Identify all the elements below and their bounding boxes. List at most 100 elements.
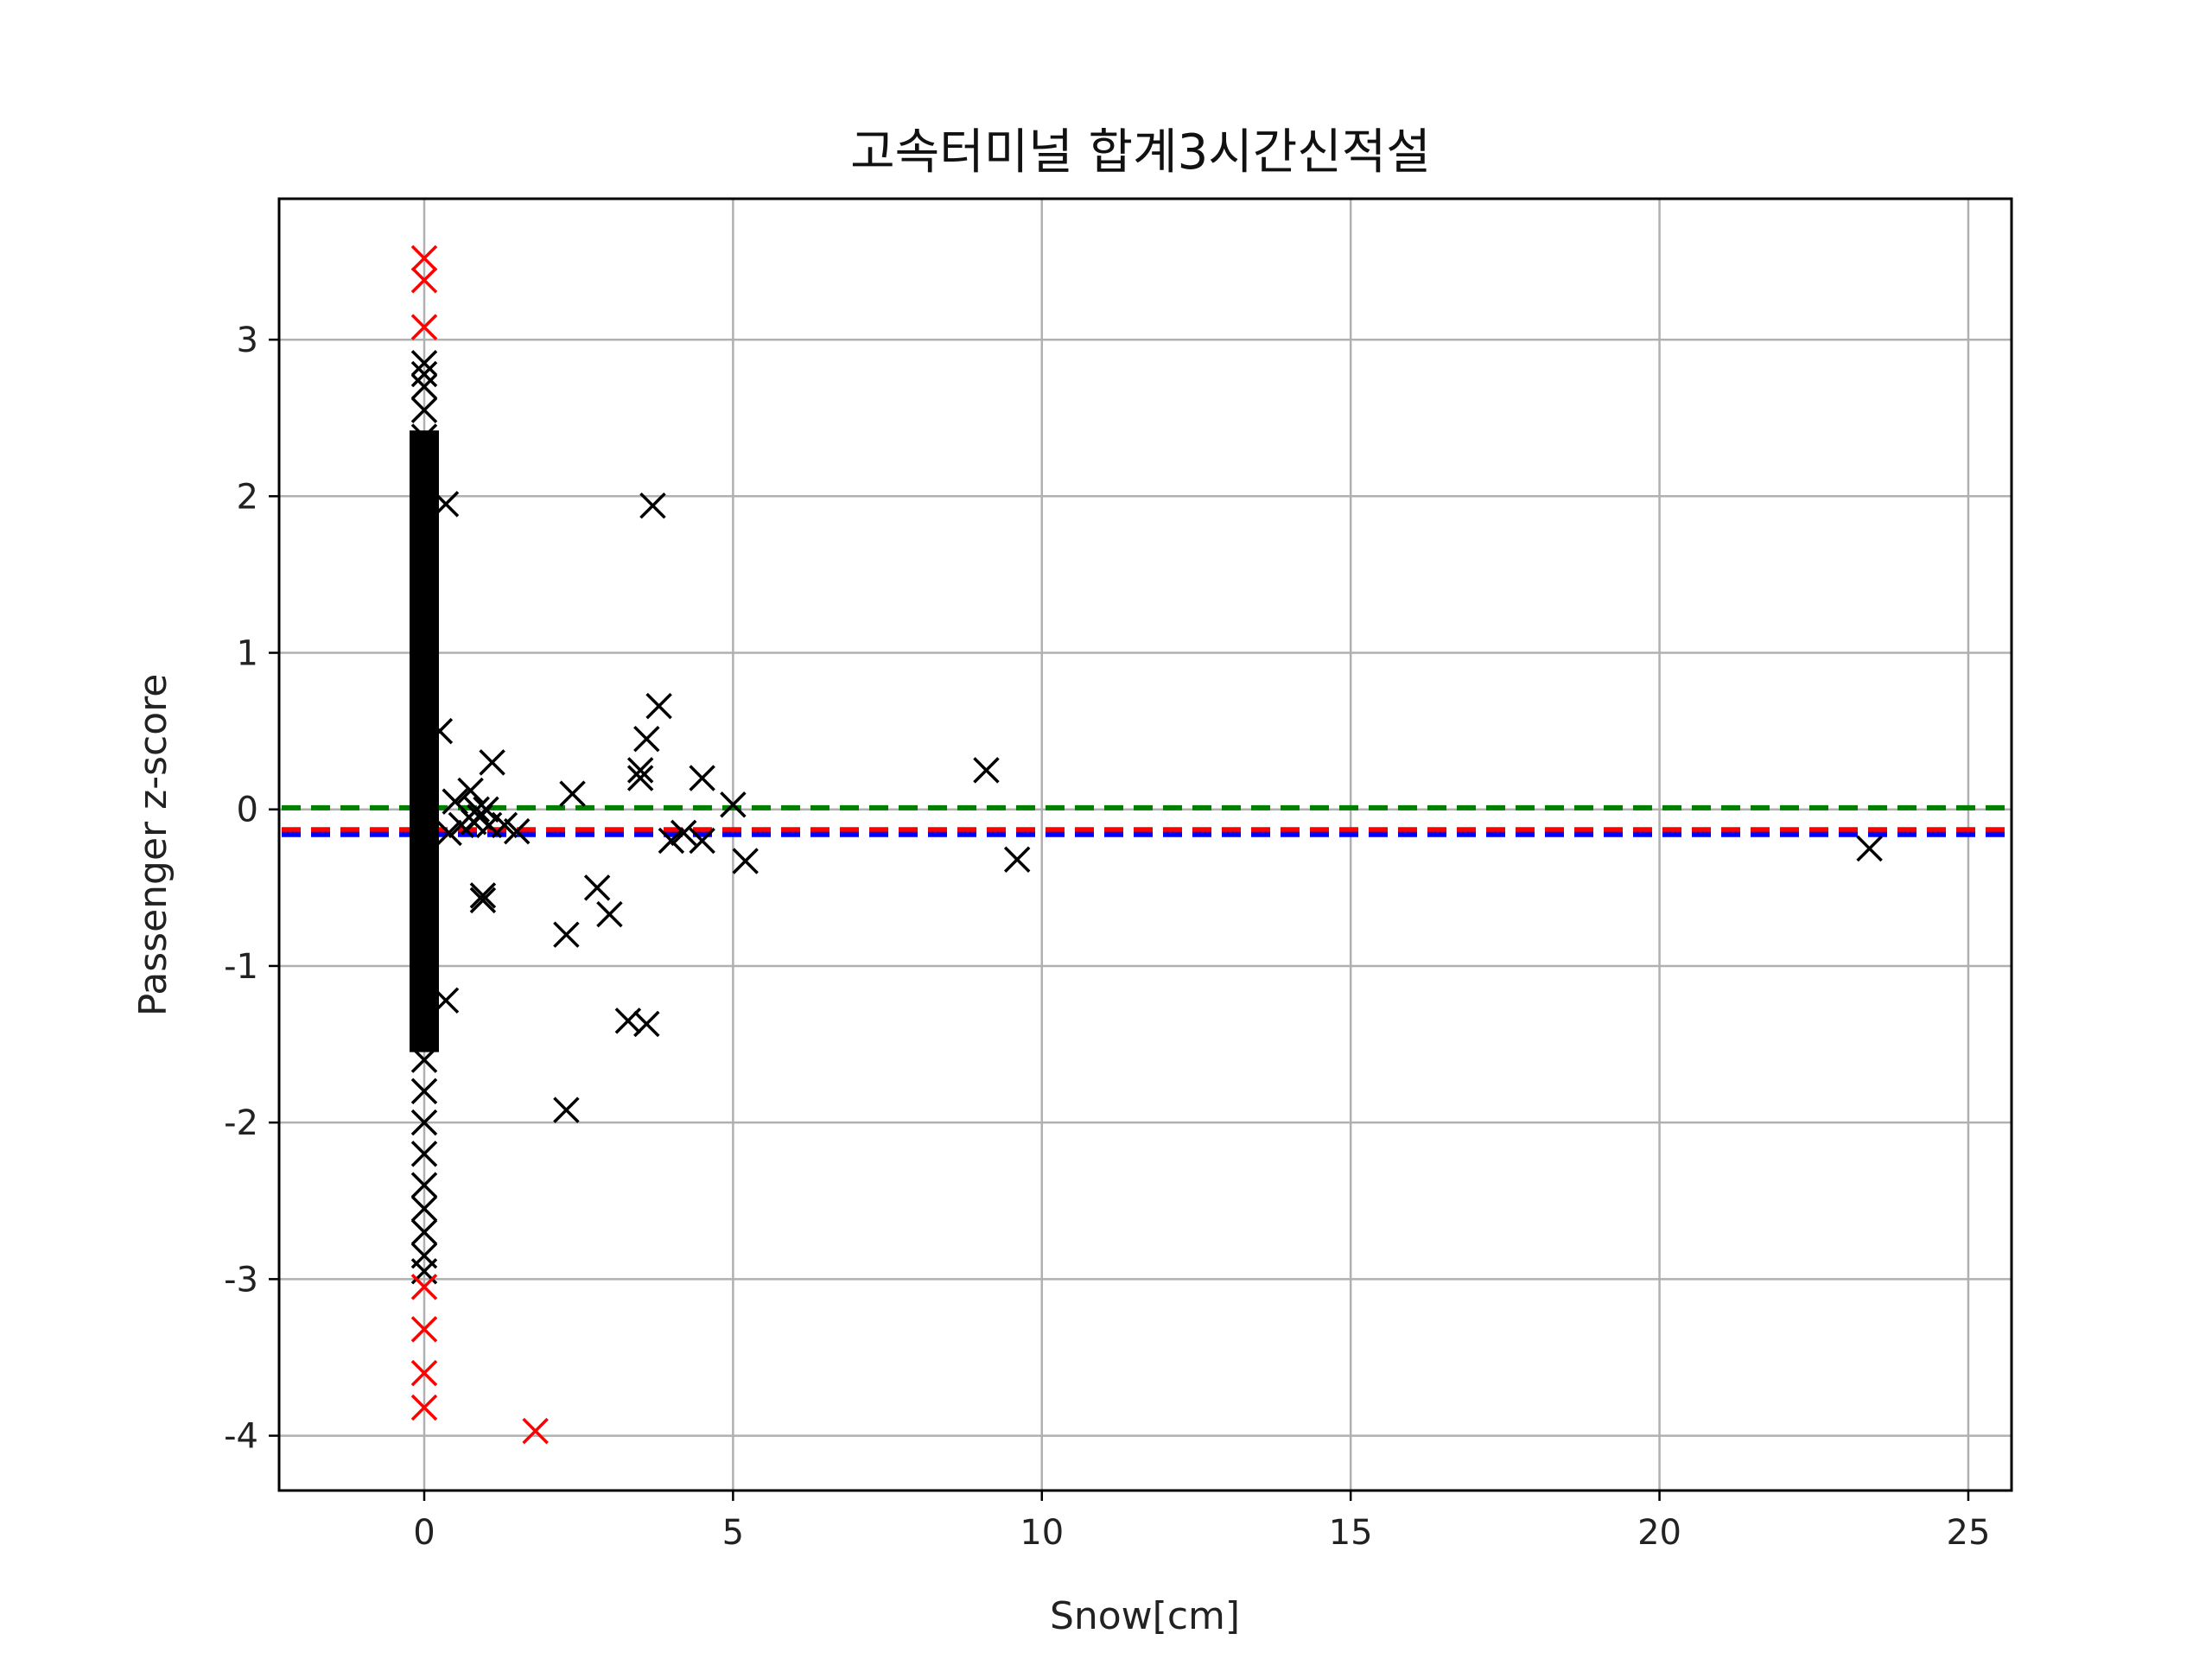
data-point — [469, 882, 497, 909]
data-point — [410, 350, 438, 377]
data-point-stroke — [410, 397, 438, 423]
data-point — [559, 780, 586, 807]
data-point — [410, 921, 438, 948]
y-tick-label: 1 — [237, 634, 258, 674]
data-point — [432, 987, 460, 1014]
data-point-stroke — [410, 765, 438, 791]
data-point-stroke — [410, 1218, 438, 1246]
data-point — [410, 827, 438, 855]
y-tick-label: 2 — [237, 477, 258, 517]
data-point — [410, 1141, 438, 1167]
data-point-stroke — [410, 952, 438, 980]
data-point-stroke — [410, 1077, 438, 1105]
data-point-stroke — [596, 900, 623, 928]
tick-labels: 0 5 10 15 20 25 -4 -3 -2 -1 0 1 2 3 — [224, 321, 1990, 1553]
data-point — [639, 492, 666, 519]
data-point — [457, 777, 484, 804]
data-point — [410, 983, 438, 1011]
data-point — [410, 423, 438, 450]
chart-title: 고속터미널 합계3시간신적설 — [850, 124, 1431, 181]
data-point-stroke — [410, 1359, 438, 1387]
data-point-stroke — [689, 827, 715, 855]
data-point — [596, 900, 623, 928]
data-point — [410, 858, 438, 886]
data-point-stroke — [435, 819, 462, 847]
data-point-stroke — [410, 858, 438, 886]
data-point — [720, 791, 747, 818]
data-point — [410, 514, 438, 541]
data-point-stroke — [410, 266, 438, 294]
data-point — [410, 734, 438, 760]
data-point — [410, 245, 438, 272]
data-point — [410, 1109, 438, 1136]
data-point-stroke — [410, 1015, 438, 1042]
y-tick-label: 0 — [237, 791, 258, 830]
data-point — [410, 639, 438, 666]
data-point-stroke — [1856, 835, 1883, 862]
data-point — [645, 692, 672, 720]
data-point — [491, 811, 518, 839]
data-point-stroke — [457, 777, 484, 804]
data-point — [410, 314, 438, 340]
data-point-stroke — [410, 796, 438, 823]
data-point — [410, 796, 438, 823]
data-point — [410, 952, 438, 980]
data-point — [732, 848, 759, 874]
data-point — [410, 397, 438, 423]
data-point-stroke — [658, 827, 685, 855]
data-point — [522, 1417, 549, 1445]
data-point-stroke — [410, 921, 438, 948]
data-point-stroke — [410, 1316, 438, 1343]
dense-marker-band — [409, 430, 439, 1052]
data-point — [670, 819, 697, 847]
y-tick-label: -4 — [224, 1417, 258, 1457]
data-point-stroke — [410, 373, 438, 400]
data-point — [503, 817, 531, 845]
data-point-stroke — [670, 819, 697, 847]
data-point — [410, 1218, 438, 1246]
data-point-stroke — [410, 451, 438, 479]
data-point-stroke — [479, 749, 505, 776]
x-tick-label: 15 — [1329, 1513, 1373, 1553]
data-point — [410, 545, 438, 573]
data-point — [973, 757, 1000, 784]
data-point-stroke — [410, 1274, 438, 1300]
data-point — [460, 808, 487, 836]
data-point-stroke — [633, 725, 660, 753]
data-point-stroke — [410, 827, 438, 855]
x-tick-label: 20 — [1637, 1513, 1681, 1553]
x-tick-label: 10 — [1020, 1513, 1064, 1553]
data-point-stroke — [460, 808, 487, 836]
data-point-stroke — [410, 545, 438, 573]
plot-frame — [277, 197, 2013, 1492]
data-points — [409, 245, 1883, 1445]
data-point-stroke — [553, 1096, 580, 1123]
data-point — [1003, 846, 1031, 873]
data-point-stroke — [410, 314, 438, 340]
data-point-stroke — [410, 1195, 438, 1223]
data-point — [626, 765, 654, 791]
x-tick-label: 5 — [722, 1513, 744, 1553]
reference-lines — [282, 804, 2009, 837]
data-point — [410, 765, 438, 791]
data-point-stroke — [410, 608, 438, 635]
data-point-stroke — [410, 1109, 438, 1136]
data-point-stroke — [410, 1172, 438, 1198]
data-point — [410, 1077, 438, 1105]
data-point — [435, 819, 462, 847]
data-point — [410, 360, 438, 388]
data-point-stroke — [639, 492, 666, 519]
data-point-stroke — [410, 423, 438, 450]
data-point-stroke — [626, 757, 654, 784]
y-axis-label: Passenger z-score — [131, 674, 175, 1017]
data-point-stroke — [689, 765, 715, 791]
data-point-stroke — [559, 780, 586, 807]
data-point — [410, 576, 438, 604]
data-point — [553, 921, 580, 948]
data-point-stroke — [720, 791, 747, 818]
data-point-stroke — [410, 983, 438, 1011]
data-point-stroke — [410, 360, 438, 388]
data-point-stroke — [469, 887, 497, 914]
data-point-stroke — [522, 1417, 549, 1445]
data-point — [469, 887, 497, 914]
